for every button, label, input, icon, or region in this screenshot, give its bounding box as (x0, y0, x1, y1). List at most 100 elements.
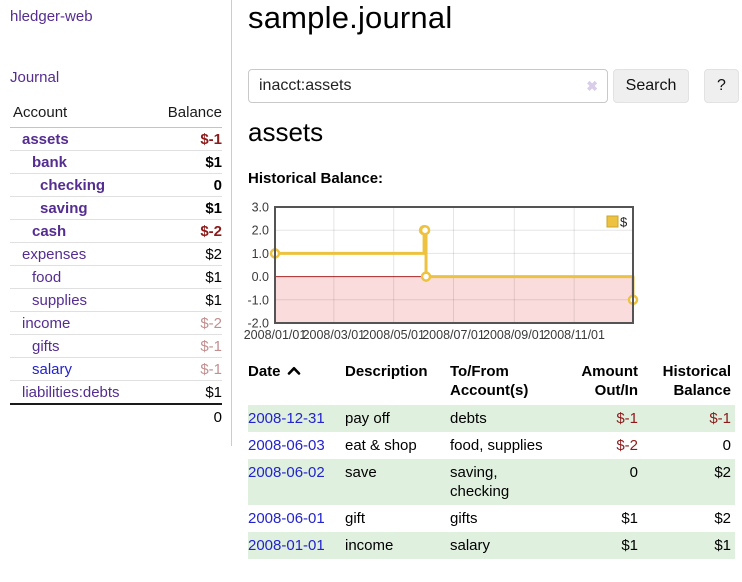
account-balance: $2 (205, 246, 222, 263)
account-link[interactable]: liabilities:debts (22, 384, 120, 401)
tofrom-header: To/From Account(s) (450, 363, 529, 399)
account-balance: $1 (205, 384, 222, 401)
x-tick-label: 2008/09/01 (483, 328, 546, 342)
transaction-date-link[interactable]: 2008-06-03 (248, 437, 325, 454)
negative-region (275, 276, 633, 323)
main-content: sample.journal ✖ Search ? assets Histori… (244, 0, 742, 582)
app-brand-link[interactable]: hledger-web (10, 8, 93, 25)
account-row: assets $-1 (10, 127, 222, 151)
account-balance: $-1 (200, 361, 222, 378)
historical-balance-header: Historical Balance (662, 363, 731, 399)
account-row: saving $1 (10, 196, 222, 220)
page-title: sample.journal (248, 0, 453, 35)
account-row: bank $1 (10, 150, 222, 174)
transaction-description: save (345, 464, 377, 481)
search-button[interactable]: Search (613, 69, 689, 103)
account-row: gifts $-1 (10, 334, 222, 358)
transaction-description: income (345, 537, 394, 554)
transaction-date-link[interactable]: 2008-06-02 (248, 464, 325, 481)
account-link[interactable]: supplies (32, 292, 88, 309)
account-column-header: Account (10, 102, 150, 128)
account-row: expenses $2 (10, 242, 222, 266)
transaction-accounts: debts (450, 410, 487, 427)
transaction-accounts: saving, checking (450, 464, 510, 500)
account-row: salary $-1 (10, 357, 222, 381)
date-sort-header[interactable]: Date (248, 360, 345, 405)
transaction-amount: $-2 (616, 437, 638, 454)
x-tick-label: 2008/11/01 (543, 328, 605, 342)
account-link[interactable]: checking (40, 177, 106, 194)
transaction-row: 2008-06-02 save saving, checking 0 $2 (248, 459, 735, 505)
account-balance: $1 (205, 154, 222, 171)
clear-search-icon[interactable]: ✖ (586, 78, 598, 94)
x-tick-label: 2008/05/01 (362, 328, 425, 342)
transaction-accounts: gifts (450, 510, 478, 527)
plot-border (274, 206, 634, 324)
transaction-accounts: salary (450, 537, 491, 554)
transaction-row: 2008-12-31 pay off debts $-1 $-1 (248, 405, 735, 432)
transaction-date-link[interactable]: 2008-06-01 (248, 510, 325, 527)
transaction-balance: $1 (714, 537, 731, 554)
sort-ascending-icon (287, 367, 300, 375)
account-link[interactable]: gifts (32, 338, 60, 355)
transaction-row: 2008-01-01 income salary $1 $1 (248, 532, 735, 559)
account-balance: $-1 (200, 131, 222, 148)
x-tick-label: 2008/03/01 (303, 328, 366, 342)
account-row: food $1 (10, 265, 222, 289)
account-balance: 0 (213, 177, 222, 194)
balance-column-header: Balance (149, 102, 222, 128)
account-balance: $-2 (200, 223, 222, 240)
account-balance: $-1 (200, 338, 222, 355)
account-link[interactable]: salary (32, 361, 73, 378)
transaction-description: gift (345, 510, 366, 527)
data-point-marker (420, 271, 432, 282)
account-row: checking 0 (10, 173, 222, 197)
register-table: Date Description To/From Account(s) Amou… (248, 360, 735, 559)
legend-label: $ (620, 215, 628, 230)
account-heading: assets (248, 117, 324, 147)
transaction-row: 2008-06-01 gift gifts $1 $2 (248, 505, 735, 532)
help-button[interactable]: ? (704, 69, 739, 103)
account-balance: $1 (205, 200, 222, 217)
account-link[interactable]: expenses (22, 246, 87, 263)
account-link[interactable]: food (32, 269, 62, 286)
account-row: cash $-2 (10, 219, 222, 243)
y-tick-label: -2.0 (247, 317, 269, 331)
account-link[interactable]: cash (32, 223, 67, 240)
historical-balance-chart: 3.0 2.0 1.0 0.0 -1.0 -2.0 2008/01/01 2008/03/01… (244, 200, 742, 342)
y-tick-label: 3.0 (252, 201, 269, 215)
account-balance-table: Account Balance assets $-1 bank $1 checking 0… (10, 102, 222, 428)
transaction-date-link[interactable]: 2008-12-31 (248, 410, 325, 427)
sidebar: hledger-web Journal Account Balance asse… (0, 0, 232, 446)
transaction-balance: $2 (714, 510, 731, 527)
account-link[interactable]: bank (32, 154, 68, 171)
y-tick-label: -1.0 (247, 293, 269, 307)
transaction-amount: 0 (629, 464, 638, 481)
data-point-marker (419, 224, 431, 236)
chart-canvas: 3.0 2.0 1.0 0.0 -1.0 -2.02008/01/012008/03/01… (244, 201, 639, 342)
account-balance: $1 (205, 269, 222, 286)
account-row: liabilities:debts $1 (10, 381, 222, 405)
x-tick-label: 2008/01/01 (244, 328, 307, 342)
account-row: supplies $1 (10, 288, 222, 312)
transaction-amount: $1 (621, 537, 638, 554)
account-link[interactable]: assets (22, 131, 69, 148)
transaction-amount: $-1 (616, 410, 638, 427)
search-input[interactable] (248, 69, 608, 103)
x-tick-label: 2008/07/01 (422, 328, 485, 342)
sidebar-item-journal[interactable]: Journal (10, 69, 60, 86)
register-header-row: Date Description To/From Account(s) Amou… (248, 360, 735, 405)
transaction-balance: 0 (722, 437, 731, 454)
transaction-description: eat & shop (345, 437, 417, 454)
legend-swatch (606, 215, 619, 228)
chart-title: Historical Balance: (248, 170, 384, 187)
search-bar: ✖ Search ? (248, 69, 739, 103)
account-total-value: 0 (149, 403, 222, 428)
account-link[interactable]: saving (40, 200, 88, 217)
account-link[interactable]: income (22, 315, 71, 332)
transaction-accounts: food, supplies (450, 437, 543, 454)
y-tick-label: 2.0 (252, 224, 269, 238)
register-table-body: 2008-12-31 pay off debts $-1 $-1 2008-06-03 ea… (248, 405, 735, 559)
transaction-balance: $-1 (709, 410, 731, 427)
transaction-date-link[interactable]: 2008-01-01 (248, 537, 325, 554)
